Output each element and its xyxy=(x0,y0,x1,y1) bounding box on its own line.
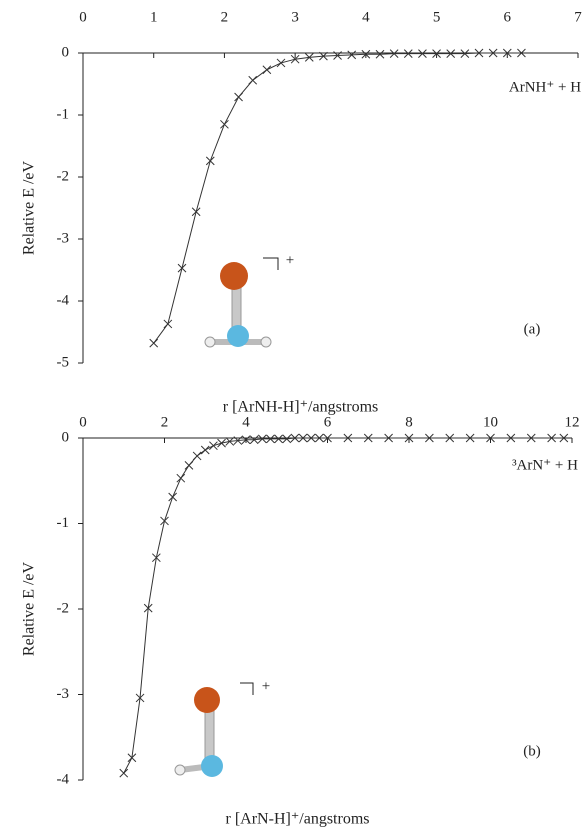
x-tick-label: 10 xyxy=(483,414,498,430)
x-tick-label: 2 xyxy=(161,414,169,430)
annotation: ArNH⁺ + H xyxy=(509,79,581,95)
molecule-a: + xyxy=(205,252,294,347)
x-tick-label: 0 xyxy=(79,414,87,430)
data-point xyxy=(150,339,158,347)
molecule-b: + xyxy=(175,678,270,777)
x-tick-label: 5 xyxy=(433,9,441,25)
y-axis-label: Relative E /eV xyxy=(21,561,38,656)
data-point xyxy=(206,157,214,165)
charge: + xyxy=(286,252,294,268)
data-point xyxy=(209,442,217,450)
x-tick-label: 12 xyxy=(565,414,580,430)
data-point xyxy=(235,93,243,101)
panel-label: (a) xyxy=(524,321,541,337)
y-tick-label: -1 xyxy=(57,106,70,122)
x-tick-label: 0 xyxy=(79,9,87,25)
y-tick-label: -3 xyxy=(57,230,70,246)
data-point xyxy=(169,493,177,501)
x-tick-label: 2 xyxy=(221,9,229,25)
y-tick-label: 0 xyxy=(62,44,70,60)
x-tick-label: 4 xyxy=(362,9,370,25)
data-point xyxy=(249,76,257,84)
data-point xyxy=(185,461,193,469)
data-point xyxy=(161,517,169,525)
data-point xyxy=(120,769,128,777)
charge: + xyxy=(262,678,270,694)
data-point xyxy=(178,264,186,272)
x-tick-label: 6 xyxy=(324,414,332,430)
data-point xyxy=(218,439,226,447)
y-tick-label: -2 xyxy=(57,600,70,616)
panel-label: (b) xyxy=(523,743,541,759)
y-tick-label: -2 xyxy=(57,168,70,184)
data-point xyxy=(192,208,200,216)
data-point xyxy=(277,59,285,67)
y-tick-label: 0 xyxy=(62,429,70,445)
data-point xyxy=(220,120,228,128)
y-tick-label: -5 xyxy=(57,354,70,370)
data-line xyxy=(124,438,564,773)
x-tick-label: 6 xyxy=(504,9,512,25)
y-tick-label: -4 xyxy=(57,771,70,787)
data-point xyxy=(263,66,271,74)
y-tick-label: -4 xyxy=(57,292,70,308)
x-axis-label: r [ArN-H]⁺/angstroms xyxy=(226,811,370,828)
data-line xyxy=(154,53,522,343)
data-point xyxy=(201,446,209,454)
x-tick-label: 8 xyxy=(405,414,413,430)
x-tick-label: 1 xyxy=(150,9,158,25)
x-axis-label: r [ArNH-H]⁺/angstroms xyxy=(223,399,379,416)
y-tick-label: -1 xyxy=(57,515,70,531)
x-tick-label: 7 xyxy=(574,9,582,25)
y-tick-label: -3 xyxy=(57,686,70,702)
data-point xyxy=(164,320,172,328)
data-point xyxy=(193,452,201,460)
figure: + + 012345670-1-2-3-4-5r [ArNH-H]⁺/angst… xyxy=(0,0,584,833)
data-point xyxy=(177,474,185,482)
annotation: ³ArN⁺ + H xyxy=(512,457,578,473)
x-tick-label: 4 xyxy=(242,414,250,430)
x-tick-label: 3 xyxy=(291,9,299,25)
y-axis-label: Relative E /eV xyxy=(21,160,38,255)
